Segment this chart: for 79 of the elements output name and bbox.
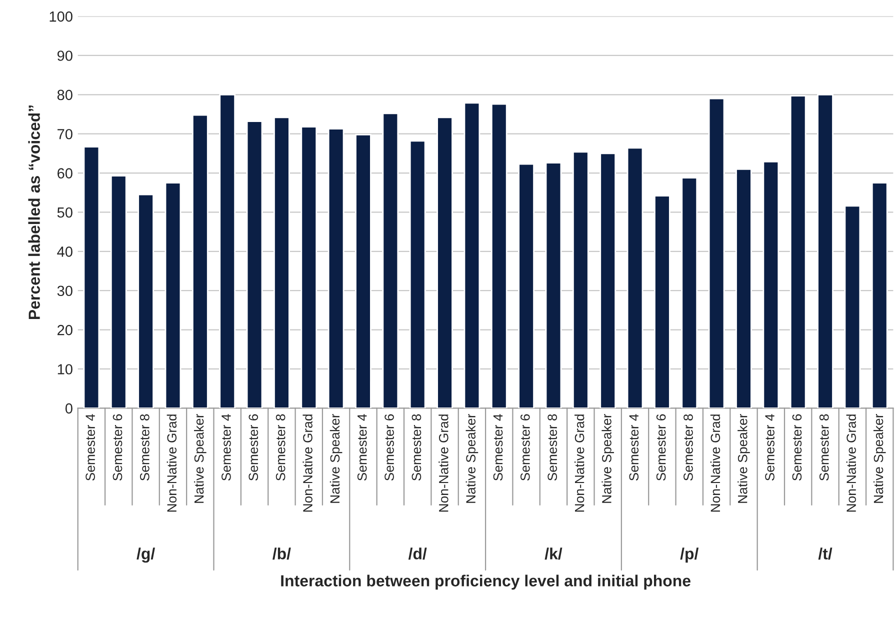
x-tick-label: Native Speaker xyxy=(330,414,342,503)
bar xyxy=(192,114,208,408)
bar xyxy=(138,194,154,408)
bar xyxy=(600,152,616,408)
y-tick-label: 60 xyxy=(58,168,72,178)
x-tick-label: Semester 6 xyxy=(792,414,802,481)
x-tick-label: Native Speaker xyxy=(466,414,478,503)
bar xyxy=(328,128,344,408)
bar xyxy=(409,140,426,408)
x-tick-label: Semester 8 xyxy=(548,414,558,481)
x-tick-label: Semester 6 xyxy=(248,414,258,481)
x-tick-label: Semester 4 xyxy=(86,414,95,481)
bar xyxy=(654,195,670,408)
x-tick-label: Non-Native Grad xyxy=(302,414,312,512)
y-tick-label: 70 xyxy=(58,128,72,140)
y-axis-title: Percent labelled as “voiced” xyxy=(28,106,40,320)
x-tick-label: Semester 6 xyxy=(112,414,122,481)
x-tick-label: Native Speaker xyxy=(738,414,750,503)
y-tick-label: 80 xyxy=(57,90,72,100)
bar xyxy=(871,182,888,408)
x-tick-label: Semester 4 xyxy=(629,414,639,481)
bar xyxy=(681,177,698,408)
text: /d/ xyxy=(408,548,427,560)
bar xyxy=(110,175,127,408)
x-tick-label: Semester 4 xyxy=(765,414,774,481)
x-tick-label: Semester 6 xyxy=(520,414,530,481)
x-tick-label: Non-Native Grad xyxy=(438,414,448,512)
bar xyxy=(464,102,480,408)
y-tick-label: 10 xyxy=(58,364,72,374)
bar xyxy=(518,163,534,408)
bar xyxy=(300,126,318,408)
x-tick-label: Semester 6 xyxy=(384,414,394,481)
x-tick-label: Semester 6 xyxy=(656,414,666,481)
text: /b/ xyxy=(272,548,291,560)
y-tick-label: 90 xyxy=(57,50,72,61)
bar xyxy=(83,146,100,408)
bar xyxy=(436,116,453,408)
bar xyxy=(736,168,752,408)
bar xyxy=(708,98,725,408)
x-tick-label: Semester 8 xyxy=(684,414,693,481)
y-tick-label: 50 xyxy=(57,207,72,218)
x-tick-label: Native Speaker xyxy=(602,414,614,503)
bar xyxy=(164,182,182,408)
bar xyxy=(545,162,562,408)
x-tick-label: Semester 8 xyxy=(412,414,422,481)
x-tick-label: Semester 4 xyxy=(222,414,231,481)
bar xyxy=(572,151,589,408)
x-tick-label: Semester 4 xyxy=(357,414,367,481)
text: /p/ xyxy=(680,548,699,563)
text: /t/ xyxy=(818,548,832,560)
bar xyxy=(762,160,780,408)
bar xyxy=(274,116,290,408)
bar xyxy=(219,94,236,408)
bar xyxy=(817,94,834,408)
bar xyxy=(844,205,861,408)
text: /k/ xyxy=(544,548,562,560)
x-axis-title: Interaction between proficiency level and initial phone xyxy=(281,574,690,590)
y-tick-label: 100 xyxy=(50,11,72,22)
y-tick-label: 0 xyxy=(65,403,72,414)
x-tick-label: Non-Native Grad xyxy=(574,414,584,512)
x-tick-label: Non-Native Grad xyxy=(846,414,856,512)
x-tick-label: Semester 8 xyxy=(819,414,829,481)
y-tick-label: 20 xyxy=(58,324,72,336)
bar xyxy=(382,112,399,408)
bar xyxy=(246,120,263,408)
x-tick-label: Native Speaker xyxy=(873,414,886,503)
bar xyxy=(355,134,372,408)
x-tick-label: Semester 4 xyxy=(493,414,503,481)
x-tick-label: Semester 8 xyxy=(276,414,286,481)
bar xyxy=(626,147,644,408)
y-tick-label: 30 xyxy=(57,286,72,296)
x-tick-label: Non-Native Grad xyxy=(710,414,720,512)
bar xyxy=(790,95,806,408)
x-tick-label: Semester 8 xyxy=(140,414,150,481)
x-tick-label: Native Speaker xyxy=(194,414,206,503)
text: /g/ xyxy=(136,548,155,563)
x-tick-label: Non-Native Grad xyxy=(166,414,177,512)
bar xyxy=(490,103,508,408)
y-tick-label: 40 xyxy=(57,246,72,257)
